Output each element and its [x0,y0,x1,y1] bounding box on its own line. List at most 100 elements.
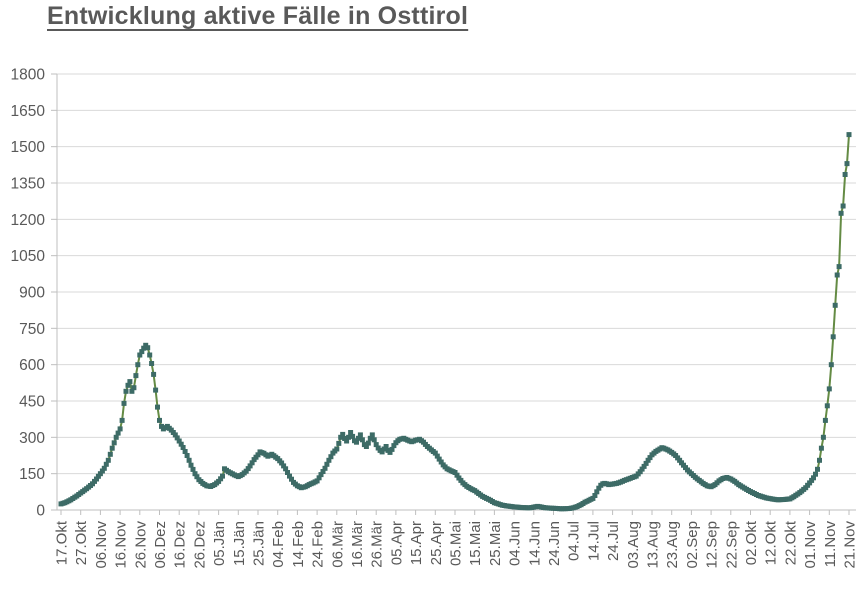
x-axis-tick-label: 15.Apr [408,521,425,565]
y-axis-tick-label: 1200 [11,212,46,229]
data-point-marker [97,471,103,477]
chart-title: Entwicklung aktive Fälle in Osttirol [47,2,469,30]
data-point-marker [101,465,107,471]
data-point-marker [176,438,182,444]
x-axis-tick-label: 12.Okt [763,520,780,565]
x-axis-tick-label: 04.Jul [566,521,583,561]
data-point-marker [314,478,320,484]
data-point-marker [454,472,460,478]
data-point-marker [115,430,121,436]
x-axis-tick-label: 16.Dez [172,521,189,569]
x-axis-tick-label: 05.Apr [388,521,405,565]
data-point-marker [840,203,846,209]
x-axis-tick-label: 02.Sep [684,521,701,569]
y-axis-tick-label: 0 [36,503,45,520]
data-point-marker [346,434,352,440]
y-axis-tick-label: 750 [19,321,45,338]
x-axis-tick-label: 21.Nov [842,521,859,569]
data-point-marker [639,466,645,472]
data-point-marker [249,460,255,466]
data-point-marker [109,445,115,451]
data-point-marker [334,446,340,452]
data-point-marker [155,404,160,410]
data-point-marker [119,417,125,423]
data-point-marker [153,387,159,393]
data-point-marker [637,469,643,475]
data-point-marker [363,444,369,449]
data-point-marker [846,132,852,138]
data-point-marker [174,435,180,441]
data-point-marker [818,445,824,451]
data-point-marker [811,475,816,481]
data-point-marker [318,472,324,478]
data-point-marker [438,459,444,465]
data-point-marker [194,474,200,480]
data-point-marker [387,449,393,455]
data-point-marker [369,432,375,438]
data-point-marker [125,382,131,388]
data-point-marker [182,449,188,454]
data-point-marker [822,417,828,423]
x-axis-tick-label: 04.Jun [507,521,524,566]
data-point-marker [320,469,326,474]
x-axis-tick-label: 24.Jun [546,521,563,566]
data-point-marker [139,349,145,355]
x-axis-tick-label: 15.Jän [231,521,248,566]
x-axis-tick-label: 26.Mär [369,521,386,568]
x-axis-tick-label: 06.Nov [93,521,110,569]
data-point-marker [322,465,328,471]
data-point-marker [820,434,826,440]
data-point-marker [434,453,440,459]
data-point-marker [645,457,651,463]
data-point-marker [283,466,289,472]
data-point-marker [94,476,99,482]
data-point-marker [832,302,838,308]
x-axis-tick-label: 12.Sep [704,521,721,569]
data-point-marker [844,161,850,167]
x-axis-tick-label: 04.Feb [270,521,287,568]
data-point-marker [316,475,322,481]
x-axis-tick-label: 01.Nov [802,521,819,569]
x-axis-tick-label: 16.Mär [349,521,366,568]
data-point-marker [145,345,151,351]
data-point-marker [326,457,332,463]
x-axis-tick-label: 24.Jul [605,521,622,561]
x-axis-tick-label: 14.Feb [290,521,307,568]
data-point-marker [218,476,224,482]
data-point-marker [365,440,371,446]
data-point-marker [383,444,389,449]
data-point-marker [287,473,292,479]
data-point-marker [180,445,186,450]
y-axis-tick-label: 900 [19,285,45,302]
y-axis-tick-label: 1350 [11,176,46,193]
data-point-marker [324,461,330,467]
data-point-marker [641,463,647,469]
data-point-marker [131,385,137,391]
data-point-marker [356,435,361,441]
data-point-marker [255,452,261,458]
data-point-marker [172,432,178,438]
data-point-marker [367,435,373,441]
x-axis-tick-label: 06.Dez [152,521,169,569]
data-point-marker [838,210,844,216]
x-axis-tick-label: 16.Nov [113,521,130,569]
data-point-marker [592,493,598,498]
data-point-marker [99,468,105,474]
data-point-marker [357,432,363,438]
data-point-marker [826,386,832,392]
data-point-marker [129,388,135,394]
data-point-marker [815,466,820,472]
data-point-marker [373,442,379,448]
x-axis-tick-label: 23.Aug [664,521,681,569]
data-point-marker [285,470,290,475]
data-point-marker [824,403,830,409]
data-point-marker [103,461,109,467]
data-point-marker [354,439,359,445]
x-axis-tick-label: 14.Jun [526,521,543,566]
data-point-marker [452,470,458,475]
y-axis-tick-label: 300 [19,430,45,447]
data-point-marker [348,430,354,435]
data-point-marker [391,443,397,449]
data-point-marker [220,473,225,479]
x-axis-tick-label: 25.Mai [487,521,504,566]
